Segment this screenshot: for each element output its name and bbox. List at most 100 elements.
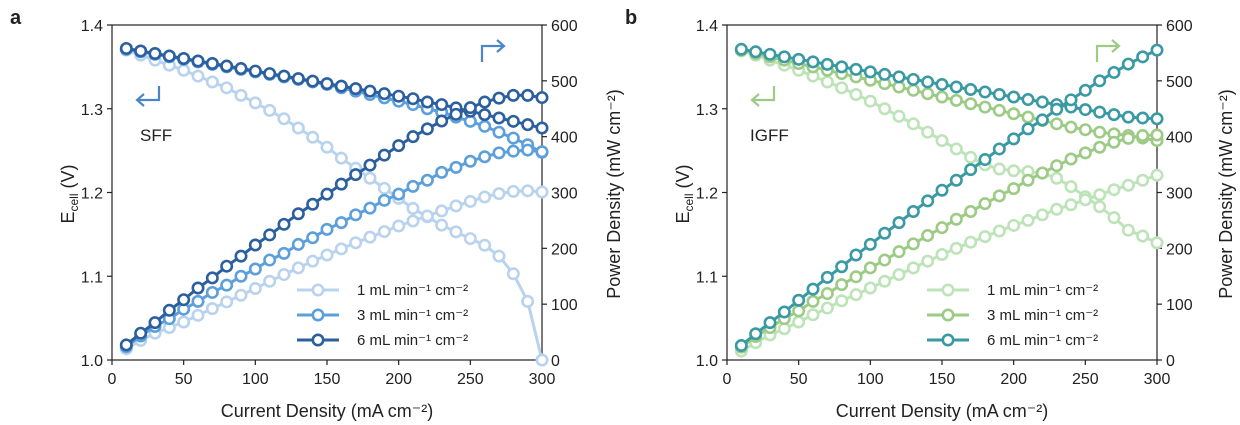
voltage-point	[734, 42, 748, 56]
power-point	[820, 301, 834, 315]
power-point	[349, 168, 363, 182]
power-point	[835, 278, 849, 292]
voltage-point	[506, 131, 520, 145]
voltage-point	[177, 63, 191, 77]
power-point	[406, 214, 420, 228]
legend-swatch-marker	[311, 308, 325, 322]
power-point	[420, 173, 434, 187]
y-left-tick-label: 1.0	[81, 353, 103, 370]
legend-swatch-marker	[941, 283, 955, 297]
power-point	[763, 316, 777, 330]
voltage-point	[191, 54, 205, 68]
power-point	[892, 268, 906, 282]
power-point	[992, 142, 1006, 156]
y-right-axis-title: Power Density (mW cm⁻²)	[1216, 89, 1236, 299]
left-axis-arrow	[137, 86, 161, 102]
power-point	[320, 187, 334, 201]
voltage-point	[435, 218, 449, 232]
voltage-point	[320, 140, 334, 154]
voltage-point	[205, 75, 219, 89]
power-point	[863, 261, 877, 275]
voltage-point	[992, 162, 1006, 176]
power-point	[535, 185, 549, 199]
voltage-point	[492, 125, 506, 139]
y-right-tick-label: 0	[551, 353, 560, 370]
y-left-tick-label: 1.4	[81, 18, 103, 35]
y-left-tick-label: 1.3	[81, 102, 103, 119]
legend-swatch-marker	[941, 333, 955, 347]
voltage-point	[849, 62, 863, 76]
power-point	[806, 282, 820, 296]
power-point	[277, 246, 291, 260]
power-point	[835, 294, 849, 308]
x-tick-label: 150	[929, 371, 956, 388]
legend-label: 6 mL min⁻¹ cm⁻²	[357, 332, 468, 349]
power-point	[248, 282, 262, 296]
power-point	[392, 219, 406, 233]
voltage-point	[1064, 120, 1078, 134]
flow-field-label: IGFF	[750, 126, 789, 145]
left-axis-arrowhead	[135, 93, 145, 107]
voltage-point	[835, 60, 849, 74]
voltage-point	[921, 125, 935, 139]
power-point	[435, 114, 449, 128]
power-point	[906, 237, 920, 251]
y-right-tick-label: 500	[1166, 74, 1193, 91]
voltage-point	[949, 80, 963, 94]
power-point	[921, 228, 935, 242]
power-point	[420, 122, 434, 136]
voltage-point	[220, 59, 234, 73]
voltage-point	[878, 102, 892, 116]
power-point	[435, 165, 449, 179]
power-point	[1050, 102, 1064, 116]
right-axis-arrow	[480, 44, 504, 62]
axis-ticks: 0 50 100 150 200 250 300 1.0 1.1 1.2 1.3 1.4 0 100 200…	[696, 18, 1193, 388]
power-point	[463, 101, 477, 115]
power-point	[363, 230, 377, 244]
power-point	[1093, 188, 1107, 202]
power-point	[1035, 113, 1049, 127]
voltage-point	[220, 81, 234, 95]
power-point	[220, 278, 234, 292]
y-right-tick-label: 600	[551, 18, 578, 35]
axis-ticks: 0 50 100 150 200 250 300 1.0 1.1 1.2 1.3 1.4 0 100 200…	[81, 18, 578, 388]
voltage-point	[1050, 171, 1064, 185]
voltage-point	[248, 64, 262, 78]
power-point	[220, 259, 234, 273]
voltage-point	[849, 88, 863, 102]
power-point	[377, 225, 391, 239]
x-tick-label: 50	[790, 371, 808, 388]
x-tick-label: 200	[1000, 371, 1027, 388]
x-tick-label: 200	[385, 371, 412, 388]
power-point	[205, 271, 219, 285]
voltage-point	[892, 70, 906, 84]
x-tick-label: 0	[108, 371, 117, 388]
power-point	[820, 270, 834, 284]
power-point	[835, 260, 849, 274]
voltage-point	[1093, 105, 1107, 119]
voltage-point	[1150, 112, 1164, 126]
power-point	[420, 209, 434, 223]
power-point	[1121, 131, 1135, 145]
power-point	[949, 173, 963, 187]
voltage-point	[263, 67, 277, 81]
power-point	[792, 315, 806, 329]
voltage-point	[177, 51, 191, 65]
power-point	[1021, 122, 1035, 136]
y-right-tick-label: 300	[551, 186, 578, 203]
power-point	[435, 204, 449, 218]
power-point	[191, 294, 205, 308]
power-point	[964, 235, 978, 249]
power-point	[349, 208, 363, 222]
voltage-point	[935, 77, 949, 91]
power-point	[1021, 213, 1035, 227]
voltage-point	[306, 74, 320, 88]
voltage-point	[1035, 95, 1049, 109]
power-point	[978, 230, 992, 244]
power-point	[291, 237, 305, 251]
voltage-point	[1078, 103, 1092, 117]
power-point	[377, 148, 391, 162]
power-point	[363, 201, 377, 215]
legend-label: 6 mL min⁻¹ cm⁻²	[987, 332, 1098, 349]
direction-arrows	[750, 39, 1121, 107]
